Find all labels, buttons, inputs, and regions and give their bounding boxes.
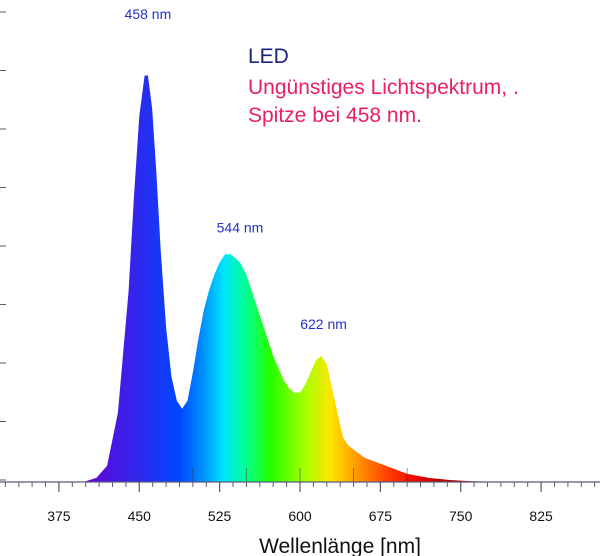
- peak-label: 458 nm: [125, 6, 172, 22]
- x-tick-label: 375: [47, 508, 71, 524]
- x-tick-label: 825: [529, 508, 553, 524]
- peak-labels: 458 nm 544 nm 622 nm: [125, 6, 347, 332]
- x-tick-label: 750: [449, 508, 473, 524]
- y-axis-ticks: [0, 11, 6, 481]
- x-tick-label: 675: [369, 508, 393, 524]
- x-tick-label: 450: [128, 508, 152, 524]
- peak-label: 544 nm: [217, 220, 264, 236]
- x-axis-tick-labels: 375 450 525 600 675 750 825: [47, 482, 553, 524]
- peak-label: 622 nm: [300, 316, 347, 332]
- x-tick-label: 600: [288, 508, 312, 524]
- inner-tick-marks: [138, 468, 408, 482]
- x-tick-label: 525: [208, 508, 232, 524]
- spectrum-area: [85, 75, 493, 482]
- annotation-line-1: Ungünstiges Lichtspektrum, .: [248, 76, 519, 99]
- x-axis-label: Wellenlänge [nm]: [259, 535, 421, 556]
- annotation-title: LED: [248, 45, 289, 68]
- annotation-line-2: Spitze bei 458 nm.: [248, 104, 422, 127]
